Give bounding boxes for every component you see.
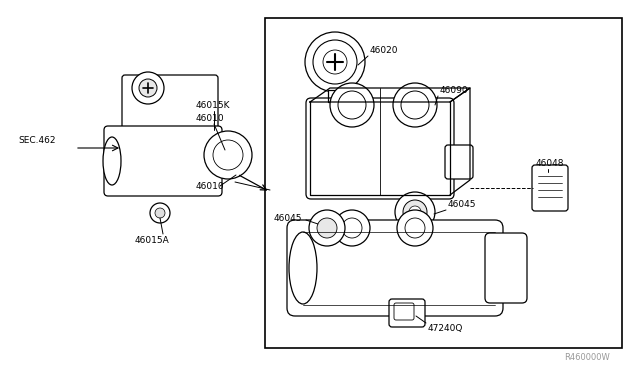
Circle shape (334, 210, 370, 246)
Circle shape (139, 79, 157, 97)
Circle shape (338, 91, 366, 119)
Circle shape (213, 140, 243, 170)
FancyBboxPatch shape (485, 233, 527, 303)
Bar (328, 90, 342, 102)
FancyBboxPatch shape (532, 165, 568, 211)
Text: 46048: 46048 (536, 158, 564, 167)
Text: 46045: 46045 (274, 214, 303, 222)
Bar (265, 18, 622, 348)
FancyBboxPatch shape (394, 303, 414, 320)
Text: 46045: 46045 (448, 199, 477, 208)
FancyBboxPatch shape (104, 126, 222, 196)
Circle shape (309, 210, 345, 246)
Text: R460000W: R460000W (564, 353, 610, 362)
FancyBboxPatch shape (287, 220, 503, 316)
FancyBboxPatch shape (445, 145, 473, 179)
Circle shape (393, 83, 437, 127)
Circle shape (323, 50, 347, 74)
Circle shape (401, 91, 429, 119)
Ellipse shape (103, 137, 121, 185)
FancyBboxPatch shape (122, 75, 218, 139)
Circle shape (305, 32, 365, 92)
Text: 46015K: 46015K (196, 100, 230, 109)
Text: 47240Q: 47240Q (428, 324, 463, 333)
Circle shape (204, 131, 252, 179)
Circle shape (342, 218, 362, 238)
Text: 46020: 46020 (370, 45, 399, 55)
Circle shape (395, 192, 435, 232)
Text: 46090: 46090 (440, 86, 468, 94)
Ellipse shape (289, 232, 317, 304)
Circle shape (397, 210, 433, 246)
Circle shape (155, 208, 165, 218)
Circle shape (313, 40, 357, 84)
Circle shape (150, 203, 170, 223)
Circle shape (330, 83, 374, 127)
Text: SEC.462: SEC.462 (18, 135, 56, 144)
Circle shape (409, 206, 421, 218)
Circle shape (317, 218, 337, 238)
FancyBboxPatch shape (389, 299, 425, 327)
Text: 46015A: 46015A (135, 235, 170, 244)
Text: 46010: 46010 (196, 113, 225, 122)
Circle shape (132, 72, 164, 104)
Circle shape (405, 218, 425, 238)
Text: 46010: 46010 (196, 182, 225, 190)
Circle shape (403, 200, 427, 224)
